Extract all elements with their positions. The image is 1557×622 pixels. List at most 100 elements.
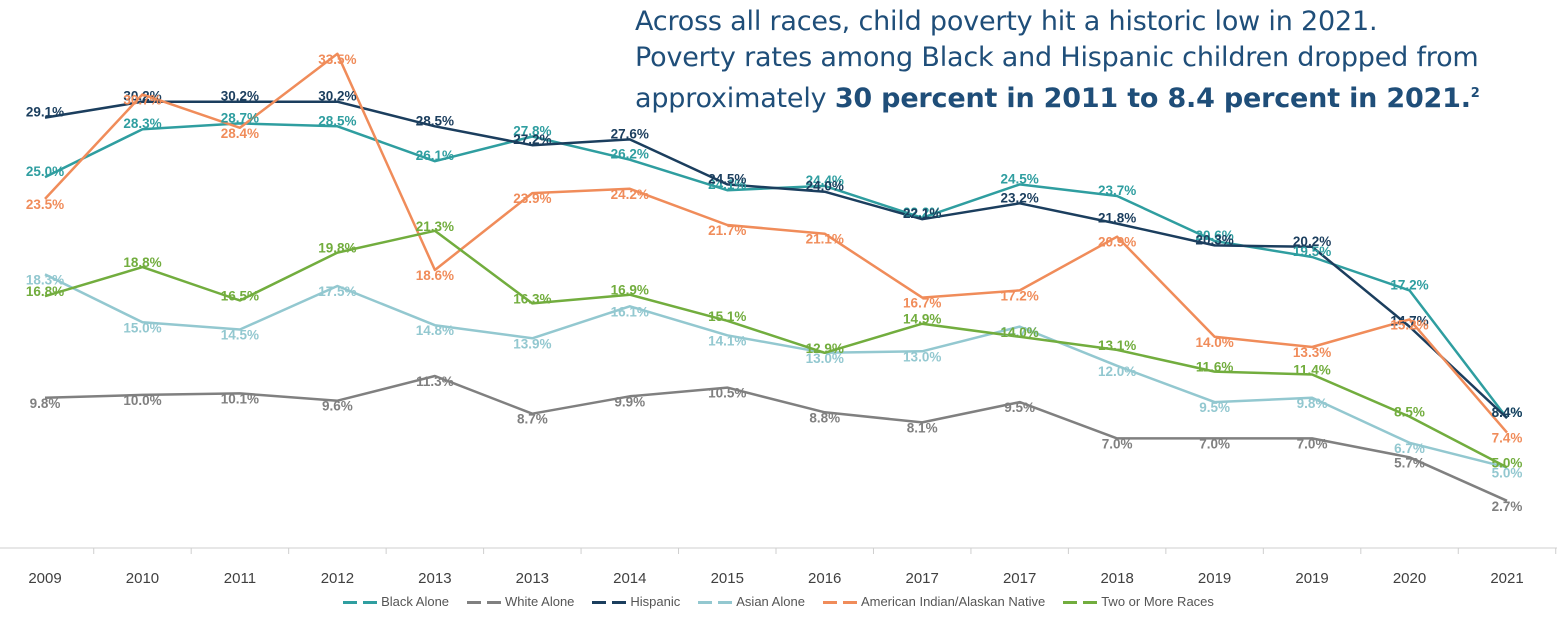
data-label-american-indian-alaskan-native: 13.3% bbox=[1293, 345, 1331, 360]
headline: Across all races, child poverty hit a hi… bbox=[635, 4, 1535, 117]
data-label-hispanic: 22.1% bbox=[903, 206, 941, 221]
legend-swatch-hispanic bbox=[592, 601, 628, 605]
x-tick-label: 2013 bbox=[418, 570, 451, 587]
legend-item-american-indian-alaskan-native: American Indian/Alaskan Native bbox=[822, 594, 1045, 609]
x-tick-label: 2017 bbox=[1003, 570, 1036, 587]
data-label-two-or-more-races: 16.5% bbox=[221, 289, 259, 304]
data-label-white-alone: 8.8% bbox=[809, 410, 840, 425]
data-label-american-indian-alaskan-native: 23.5% bbox=[26, 197, 64, 212]
data-label-two-or-more-races: 16.8% bbox=[26, 284, 64, 299]
data-label-white-alone: 5.7% bbox=[1394, 455, 1425, 470]
x-tick-label: 2021 bbox=[1490, 570, 1523, 587]
data-label-black-alone: 23.7% bbox=[1098, 183, 1136, 198]
headline-line-3: approximately 30 percent in 2011 to 8.4 … bbox=[635, 76, 1535, 117]
data-label-white-alone: 9.5% bbox=[1004, 400, 1035, 415]
data-label-two-or-more-races: 14.9% bbox=[903, 312, 941, 327]
x-tick-label: 2016 bbox=[808, 570, 841, 587]
data-label-black-alone: 8.4% bbox=[1492, 405, 1523, 420]
legend-item-hispanic: Hispanic bbox=[592, 594, 680, 609]
headline-line-3-bold: 30 percent in 2011 to 8.4 percent in 202… bbox=[834, 83, 1471, 114]
data-label-hispanic: 24.5% bbox=[708, 171, 746, 186]
data-label-two-or-more-races: 19.8% bbox=[318, 241, 356, 256]
data-label-two-or-more-races: 21.3% bbox=[416, 219, 454, 234]
data-label-american-indian-alaskan-native: 17.2% bbox=[1001, 288, 1039, 303]
data-label-asian-alone: 9.5% bbox=[1199, 400, 1230, 415]
data-label-white-alone: 10.1% bbox=[221, 391, 259, 406]
data-label-hispanic: 14.7% bbox=[1390, 314, 1428, 329]
x-tick-label: 2020 bbox=[1393, 570, 1426, 587]
x-tick-label: 2019 bbox=[1198, 570, 1231, 587]
data-label-american-indian-alaskan-native: 7.4% bbox=[1492, 431, 1523, 446]
data-label-white-alone: 11.3% bbox=[416, 374, 454, 389]
series-line-asian-alone bbox=[44, 273, 1508, 469]
x-tick-label: 2015 bbox=[711, 570, 744, 587]
data-label-black-alone: 26.2% bbox=[611, 147, 649, 162]
data-label-black-alone: 24.1% bbox=[708, 177, 746, 192]
data-label-two-or-more-races: 11.4% bbox=[1293, 363, 1331, 378]
data-label-white-alone: 8.7% bbox=[517, 412, 548, 427]
data-label-white-alone: 7.0% bbox=[1199, 436, 1230, 451]
series-line-american-indian-alaskan-native bbox=[44, 52, 1508, 434]
data-label-black-alone: 20.6% bbox=[1195, 228, 1233, 243]
data-label-hispanic: 29.1% bbox=[26, 105, 64, 120]
data-label-two-or-more-races: 11.6% bbox=[1196, 360, 1234, 375]
data-label-two-or-more-races: 16.3% bbox=[513, 291, 551, 306]
data-label-two-or-more-races: 18.8% bbox=[123, 255, 161, 270]
data-label-asian-alone: 5.0% bbox=[1492, 465, 1523, 480]
data-label-white-alone: 2.7% bbox=[1492, 499, 1523, 514]
x-tick-label: 2014 bbox=[613, 570, 646, 587]
data-label-asian-alone: 13.0% bbox=[903, 349, 941, 364]
legend-label-hispanic: Hispanic bbox=[630, 594, 681, 609]
series-line-two-or-more-races bbox=[44, 229, 1508, 469]
data-label-black-alone: 28.7% bbox=[221, 110, 259, 125]
legend-label-asian-alone: Asian Alone bbox=[736, 594, 805, 609]
data-label-american-indian-alaskan-native: 30.7% bbox=[123, 92, 161, 107]
x-tick-label: 2017 bbox=[906, 570, 939, 587]
data-label-black-alone: 27.8% bbox=[513, 124, 551, 139]
x-tick-label: 2019 bbox=[1295, 570, 1328, 587]
data-label-two-or-more-races: 14.0% bbox=[1001, 325, 1039, 340]
data-label-black-alone: 28.3% bbox=[123, 116, 161, 131]
series-line-hispanic bbox=[44, 100, 1508, 420]
data-label-hispanic: 24.0% bbox=[806, 179, 844, 194]
headline-line-2: Poverty rates among Black and Hispanic c… bbox=[635, 42, 1479, 73]
data-label-hispanic: 27.2% bbox=[513, 132, 551, 147]
data-label-american-indian-alaskan-native: 14.0% bbox=[1195, 335, 1233, 350]
data-label-american-indian-alaskan-native: 23.9% bbox=[513, 191, 551, 206]
x-tick-label: 2011 bbox=[224, 570, 256, 587]
legend-item-white-alone: White Alone bbox=[467, 594, 574, 609]
data-label-black-alone: 22.2% bbox=[903, 205, 941, 220]
data-label-american-indian-alaskan-native: 20.9% bbox=[1098, 235, 1136, 250]
legend-swatch-asian-alone bbox=[698, 601, 734, 605]
data-label-white-alone: 10.5% bbox=[708, 386, 746, 401]
data-label-two-or-more-races: 13.1% bbox=[1098, 338, 1136, 353]
data-label-white-alone: 7.0% bbox=[1102, 436, 1133, 451]
data-label-asian-alone: 9.8% bbox=[1297, 396, 1328, 411]
data-label-black-alone: 24.5% bbox=[1001, 171, 1039, 186]
data-label-white-alone: 9.8% bbox=[30, 396, 61, 411]
legend-item-asian-alone: Asian Alone bbox=[698, 594, 805, 609]
data-label-asian-alone: 14.7% bbox=[1001, 325, 1039, 340]
data-label-asian-alone: 15.0% bbox=[123, 320, 161, 335]
headline-footnote: 2 bbox=[1470, 86, 1480, 101]
data-label-white-alone: 7.0% bbox=[1297, 436, 1328, 451]
data-label-white-alone: 9.6% bbox=[322, 399, 353, 414]
data-label-american-indian-alaskan-native: 33.5% bbox=[318, 52, 356, 67]
data-label-two-or-more-races: 16.9% bbox=[611, 283, 649, 298]
headline-line-1: Across all races, child poverty hit a hi… bbox=[635, 6, 1378, 37]
data-label-black-alone: 26.1% bbox=[416, 148, 454, 163]
data-label-black-alone: 19.5% bbox=[1293, 244, 1331, 259]
data-label-hispanic: 21.8% bbox=[1098, 211, 1136, 226]
data-label-black-alone: 17.2% bbox=[1390, 277, 1428, 292]
data-label-two-or-more-races: 8.5% bbox=[1394, 405, 1425, 420]
data-label-white-alone: 10.0% bbox=[123, 393, 161, 408]
data-label-asian-alone: 12.0% bbox=[1098, 364, 1136, 379]
legend-item-black-alone: Black Alone bbox=[343, 594, 449, 609]
legend-label-two-or-more-races: Two or More Races bbox=[1101, 594, 1214, 609]
legend-swatch-american-indian-alaskan-native bbox=[822, 601, 859, 605]
x-tick-label: 2018 bbox=[1100, 570, 1133, 587]
data-label-hispanic: 30.2% bbox=[318, 89, 356, 104]
data-label-black-alone: 28.5% bbox=[318, 113, 356, 128]
